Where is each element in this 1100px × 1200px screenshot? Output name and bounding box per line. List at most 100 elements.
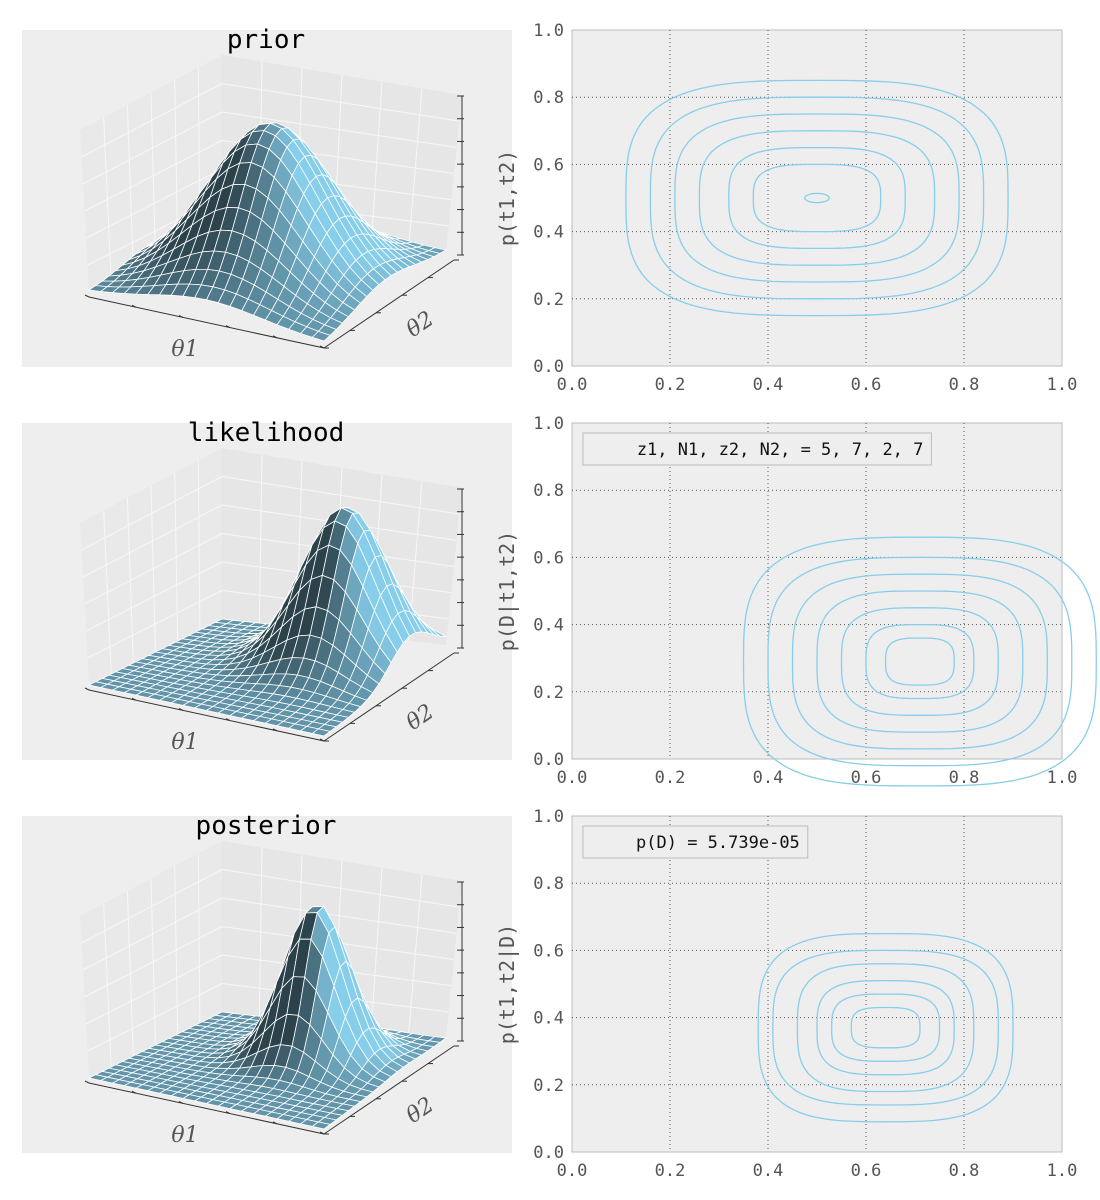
contour-level-4 bbox=[831, 993, 941, 1062]
contour-level-0 bbox=[742, 536, 1097, 787]
subplot-title: prior bbox=[227, 25, 305, 55]
y-tick-label: 0.2 bbox=[533, 290, 564, 310]
x-tick-label: 0.8 bbox=[949, 375, 980, 395]
x-tick bbox=[84, 294, 90, 298]
pane-grid bbox=[221, 83, 460, 122]
contour-level-0 bbox=[625, 79, 1009, 317]
y-tick-label: 0.0 bbox=[533, 1143, 564, 1163]
x-tick-label: 0.0 bbox=[557, 1161, 588, 1181]
x-tick-label: 0.2 bbox=[655, 375, 686, 395]
x-axis-label: θ1 bbox=[171, 337, 198, 362]
x-tick bbox=[178, 707, 184, 711]
legend-box bbox=[582, 432, 932, 466]
y-tick-label: 0.2 bbox=[533, 1076, 564, 1096]
surface-patch bbox=[311, 1121, 332, 1130]
x-axis-line bbox=[88, 1082, 325, 1135]
pane-grid bbox=[81, 476, 223, 551]
contour-level-2 bbox=[674, 113, 960, 283]
contour-level-6 bbox=[884, 637, 955, 686]
prior-contour-plot: 0.0 0.2 0.4 0.6 0.8 1.0 0.0 0.2 0.4 0.6 0.8 1.0 p(t1… bbox=[495, 21, 1077, 395]
contour-level-2 bbox=[796, 963, 975, 1093]
contour-level-4 bbox=[728, 146, 906, 250]
y-axis-line bbox=[323, 259, 455, 349]
x-tick-label: 0.8 bbox=[949, 1161, 980, 1181]
subplot-title: posterior bbox=[196, 811, 337, 841]
x-tick bbox=[131, 697, 137, 701]
x-tick-label: 0.4 bbox=[753, 768, 784, 788]
contour-level-1 bbox=[767, 556, 1073, 767]
legend-box bbox=[582, 825, 809, 859]
x-tick bbox=[225, 718, 231, 722]
pane-grid bbox=[221, 476, 460, 515]
subplot-title: likelihood bbox=[188, 418, 345, 448]
legend-text: p(D) = 5.739e-05 bbox=[636, 833, 800, 853]
x-tick-label: 0.0 bbox=[557, 768, 588, 788]
y-axis-label: p(t1,t2) bbox=[495, 150, 519, 246]
contour-level-1 bbox=[649, 96, 985, 300]
y-axis-line bbox=[323, 652, 455, 742]
side-pane bbox=[80, 841, 222, 1078]
x-tick-label: 1.0 bbox=[1047, 1161, 1078, 1181]
contour-level-0 bbox=[757, 932, 1014, 1123]
y-tick-label: 0.0 bbox=[533, 357, 564, 377]
pane-grid bbox=[81, 83, 223, 158]
x-axis-line bbox=[88, 689, 325, 742]
x-tick-label: 0.2 bbox=[655, 1161, 686, 1181]
x-tick-label: 0.6 bbox=[851, 1161, 882, 1181]
x-tick bbox=[319, 738, 325, 742]
contour-level-5 bbox=[865, 623, 975, 700]
x-tick bbox=[178, 1100, 184, 1104]
contour-level-3 bbox=[816, 590, 1024, 733]
x-tick-label: 0.4 bbox=[753, 1161, 784, 1181]
x-tick bbox=[131, 1090, 137, 1094]
y-tick-label: 0.4 bbox=[533, 616, 564, 636]
y-tick-label: 0.0 bbox=[533, 750, 564, 770]
surface-patch bbox=[311, 330, 331, 342]
pane-grid bbox=[221, 869, 460, 908]
y-tick-label: 0.4 bbox=[533, 1009, 564, 1029]
x-axis-label: θ1 bbox=[171, 730, 198, 755]
contour-level-3 bbox=[816, 979, 955, 1076]
x-tick bbox=[319, 345, 325, 349]
x-tick-label: 0.8 bbox=[949, 768, 980, 788]
y-tick-label: 1.0 bbox=[533, 21, 564, 41]
x-tick bbox=[272, 728, 278, 732]
x-tick-label: 0.0 bbox=[557, 375, 588, 395]
y-tick-label: 0.2 bbox=[533, 683, 564, 703]
contour-level-4 bbox=[840, 607, 999, 716]
contour-level-2 bbox=[791, 573, 1048, 750]
x-tick-label: 0.6 bbox=[851, 375, 882, 395]
plot-area bbox=[571, 815, 1063, 1153]
x-tick bbox=[319, 1131, 325, 1135]
x-tick bbox=[272, 335, 278, 339]
x-tick-label: 1.0 bbox=[1047, 375, 1078, 395]
y-axis-line bbox=[323, 1045, 455, 1135]
x-tick bbox=[225, 325, 231, 329]
y-axis-label: p(t1,t2|D) bbox=[495, 924, 519, 1044]
x-tick-label: 0.4 bbox=[753, 375, 784, 395]
y-tick-label: 0.8 bbox=[533, 88, 564, 108]
x-tick bbox=[131, 304, 137, 308]
likelihood-contour-plot: 0.0 0.2 0.4 0.6 0.8 1.0 0.0 0.2 0.4 0.6 0.8 1.0 p(D|… bbox=[495, 414, 1097, 788]
posterior-contour-plot: 0.0 0.2 0.4 0.6 0.8 1.0 0.0 0.2 0.4 0.6 0.8 1.0 p(t1… bbox=[495, 807, 1077, 1181]
y-tick-label: 0.8 bbox=[533, 481, 564, 501]
x-tick bbox=[225, 1111, 231, 1115]
x-axis-label: θ1 bbox=[171, 1123, 198, 1148]
x-tick-label: 0.2 bbox=[655, 768, 686, 788]
y-tick-label: 1.0 bbox=[533, 807, 564, 827]
pane-grid bbox=[81, 869, 223, 944]
y-tick-label: 0.6 bbox=[533, 548, 564, 568]
x-tick bbox=[84, 1080, 90, 1084]
x-tick-label: 0.6 bbox=[851, 768, 882, 788]
y-tick-label: 0.4 bbox=[533, 223, 564, 243]
contour-level-5 bbox=[850, 1006, 921, 1049]
contour-level-5 bbox=[752, 163, 882, 233]
x-tick-label: 1.0 bbox=[1047, 768, 1078, 788]
contour-level-6 bbox=[804, 192, 831, 204]
y-tick-label: 0.6 bbox=[533, 941, 564, 961]
y-axis-label: p(D|t1,t2) bbox=[495, 531, 519, 651]
